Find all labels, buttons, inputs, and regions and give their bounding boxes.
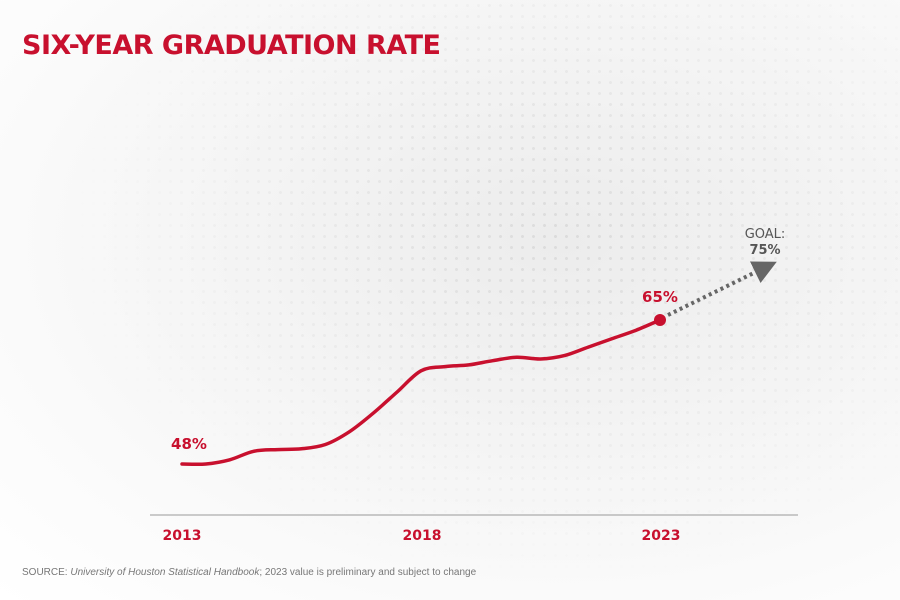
source-suffix: ; 2023 value is preliminary and subject …	[259, 567, 477, 578]
tick-label-2013: 2013	[163, 528, 202, 544]
tick-label-2018: 2018	[403, 528, 442, 544]
end-value-label: 65%	[642, 288, 678, 306]
graduation-rate-line	[180, 318, 662, 467]
goal-projection-line	[667, 261, 777, 317]
goal-label: GOAL:	[745, 227, 786, 242]
source-prefix: SOURCE:	[22, 567, 71, 578]
chart-title: SIX-YEAR GRADUATION RATE	[22, 30, 441, 61]
tick-label-2023: 2023	[642, 528, 681, 544]
source-note: SOURCE: University of Houston Statistica…	[22, 567, 476, 578]
current-value-point	[654, 314, 666, 326]
start-value-label: 48%	[171, 435, 207, 453]
source-title: University of Houston Statistical Handbo…	[70, 567, 260, 578]
goal-value-label: 75%	[749, 243, 780, 258]
